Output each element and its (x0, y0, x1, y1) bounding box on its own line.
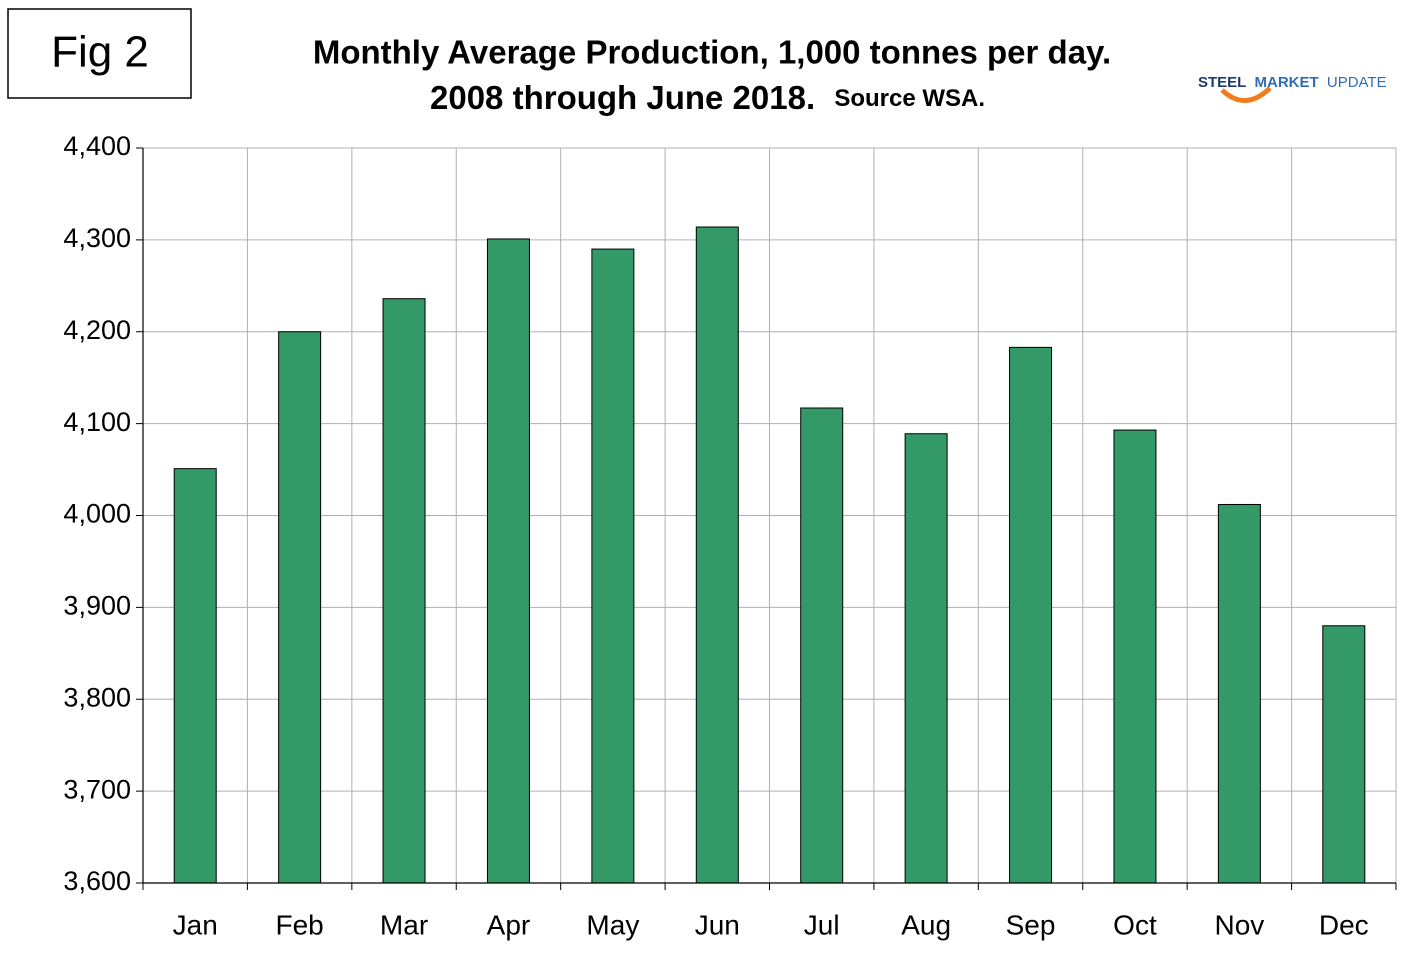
y-tick-label: 4,200 (63, 315, 131, 345)
x-tick-label: Mar (380, 909, 428, 940)
logo-word: UPDATE (1327, 74, 1387, 91)
x-tick-label: Feb (276, 909, 324, 940)
y-tick-label: 3,900 (63, 591, 131, 621)
x-tick-label: Jan (173, 909, 218, 940)
logo-word: STEEL (1198, 74, 1246, 91)
y-tick-label: 4,100 (63, 407, 131, 437)
bar (173, 468, 217, 884)
figure-label-box (7, 8, 192, 99)
bar (904, 433, 948, 884)
bar (382, 298, 426, 884)
y-tick-label: 3,700 (63, 774, 131, 804)
logo-text: STEEL MARKET UPDATE (1198, 74, 1387, 91)
bar (1217, 503, 1261, 884)
bar (1322, 625, 1366, 884)
x-tick-label: Apr (487, 909, 531, 940)
chart-subtitle: 2008 through June 2018. (430, 79, 815, 116)
x-tick-label: Nov (1214, 909, 1264, 940)
bar (800, 407, 844, 884)
x-tick-label: Dec (1319, 909, 1369, 940)
x-tick-label: Aug (901, 909, 951, 940)
x-tick-label: Oct (1113, 909, 1157, 940)
x-tick-label: May (586, 909, 639, 940)
y-tick-label: 4,300 (63, 223, 131, 253)
source-note: Source WSA. (834, 85, 985, 112)
bar (278, 331, 322, 884)
chart-title: Monthly Average Production, 1,000 tonnes… (313, 34, 1111, 71)
x-tick-label: Sep (1006, 909, 1056, 940)
y-tick-label: 4,000 (63, 499, 131, 529)
bar (1113, 429, 1157, 884)
bar (591, 248, 635, 884)
y-tick-label: 3,800 (63, 682, 131, 712)
y-tick-label: 4,400 (63, 131, 131, 161)
x-tick-label: Jun (695, 909, 740, 940)
logo-word: MARKET (1255, 74, 1319, 91)
bar (695, 226, 739, 884)
figure-label: Fig 2 (51, 28, 149, 77)
logo-arc (1220, 86, 1272, 103)
x-tick-label: Jul (804, 909, 840, 940)
y-tick-label: 3,600 (63, 866, 131, 896)
logo: STEEL MARKET UPDATE (1198, 74, 1387, 103)
chart-subtitle-line: 2008 through June 2018. Source WSA. (430, 79, 985, 116)
bar (1009, 346, 1053, 884)
bar (486, 238, 530, 884)
